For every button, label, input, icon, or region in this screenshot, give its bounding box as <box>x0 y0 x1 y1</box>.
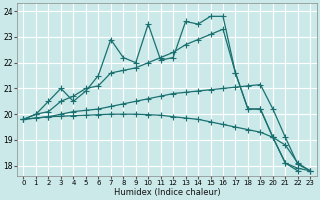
X-axis label: Humidex (Indice chaleur): Humidex (Indice chaleur) <box>114 188 220 197</box>
